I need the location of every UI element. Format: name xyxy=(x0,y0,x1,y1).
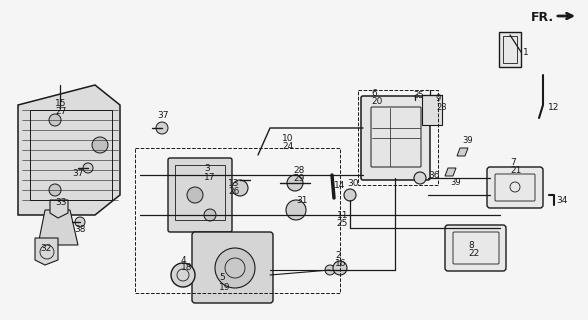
Circle shape xyxy=(325,265,335,275)
Text: 31: 31 xyxy=(296,196,308,205)
Circle shape xyxy=(204,209,216,221)
Circle shape xyxy=(286,200,306,220)
Polygon shape xyxy=(50,200,68,218)
Circle shape xyxy=(187,187,203,203)
FancyBboxPatch shape xyxy=(192,232,273,303)
Text: 38: 38 xyxy=(74,225,85,234)
Text: 32: 32 xyxy=(40,244,51,252)
Text: 26: 26 xyxy=(228,187,239,196)
FancyBboxPatch shape xyxy=(168,158,232,232)
Text: 7: 7 xyxy=(510,158,516,167)
Text: 28: 28 xyxy=(293,166,305,175)
Circle shape xyxy=(75,217,85,227)
Text: 27: 27 xyxy=(55,107,66,116)
Text: 2: 2 xyxy=(335,251,340,260)
Text: 8: 8 xyxy=(468,241,474,250)
Text: 37: 37 xyxy=(157,111,169,120)
Text: 29: 29 xyxy=(293,174,305,183)
Bar xyxy=(358,90,438,185)
Text: 39: 39 xyxy=(450,178,460,187)
Polygon shape xyxy=(18,85,120,215)
Bar xyxy=(422,95,442,125)
Text: 10: 10 xyxy=(282,134,293,143)
Text: 39: 39 xyxy=(462,136,473,145)
Circle shape xyxy=(215,248,255,288)
Circle shape xyxy=(156,122,168,134)
Text: 12: 12 xyxy=(548,102,559,111)
Text: 17: 17 xyxy=(204,172,215,181)
FancyBboxPatch shape xyxy=(487,167,543,208)
Text: 18: 18 xyxy=(181,263,192,272)
Text: 37: 37 xyxy=(72,169,83,178)
FancyBboxPatch shape xyxy=(445,225,506,271)
Bar xyxy=(30,110,112,200)
Polygon shape xyxy=(445,168,456,176)
Circle shape xyxy=(232,180,248,196)
Bar xyxy=(135,148,340,293)
Text: 5: 5 xyxy=(219,274,225,283)
Text: 14: 14 xyxy=(334,180,345,189)
Text: 24: 24 xyxy=(282,142,293,151)
Text: 13: 13 xyxy=(228,179,239,188)
Text: 11: 11 xyxy=(336,211,348,220)
Text: 15: 15 xyxy=(55,99,66,108)
Text: 20: 20 xyxy=(371,97,382,106)
Circle shape xyxy=(49,114,61,126)
Circle shape xyxy=(92,137,108,153)
Circle shape xyxy=(171,263,195,287)
Text: FR.: FR. xyxy=(531,11,554,23)
Text: 1: 1 xyxy=(523,47,529,57)
Text: 34: 34 xyxy=(556,196,567,204)
Text: 19: 19 xyxy=(219,283,230,292)
Circle shape xyxy=(49,184,61,196)
Circle shape xyxy=(414,172,426,184)
Text: 22: 22 xyxy=(468,249,479,258)
Polygon shape xyxy=(457,148,468,156)
Text: 3: 3 xyxy=(204,164,210,172)
Text: 21: 21 xyxy=(510,166,522,175)
Text: 30: 30 xyxy=(347,179,359,188)
Bar xyxy=(499,32,521,67)
Text: 33: 33 xyxy=(55,197,66,206)
Text: 9: 9 xyxy=(436,93,441,102)
Text: 35: 35 xyxy=(413,91,423,100)
Circle shape xyxy=(410,100,420,110)
Text: 23: 23 xyxy=(436,102,447,111)
Text: 4: 4 xyxy=(181,256,186,265)
Circle shape xyxy=(83,163,93,173)
Bar xyxy=(503,36,517,63)
FancyBboxPatch shape xyxy=(361,96,430,180)
Text: 6: 6 xyxy=(371,89,377,98)
Text: 16: 16 xyxy=(335,259,346,268)
Circle shape xyxy=(287,175,303,191)
Polygon shape xyxy=(35,238,58,265)
Bar xyxy=(175,165,225,220)
Text: 36: 36 xyxy=(428,171,439,180)
Polygon shape xyxy=(38,210,78,245)
Text: 25: 25 xyxy=(336,219,348,228)
Circle shape xyxy=(333,261,347,275)
Circle shape xyxy=(344,189,356,201)
